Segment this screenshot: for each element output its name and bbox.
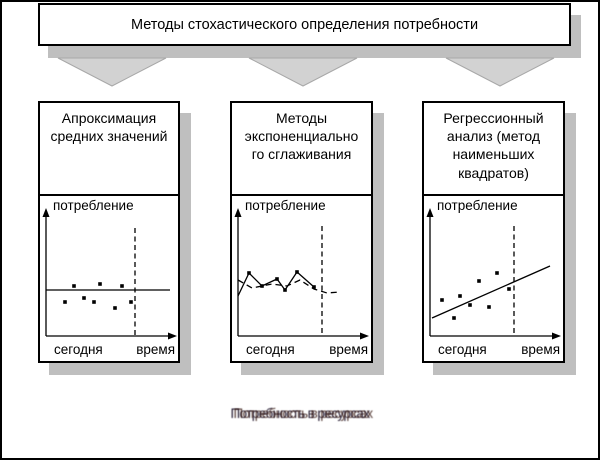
y-axis-arrowhead-icon	[426, 208, 434, 217]
data-point	[98, 282, 102, 286]
method-label: Регрессионный анализ (метод наименьших к…	[424, 103, 563, 196]
data-point	[283, 288, 287, 292]
mean-approximation-chart: потребление сегодня время	[40, 196, 178, 359]
data-point	[458, 294, 462, 298]
caption-text-ghost: Потребность в ресурсах	[233, 406, 374, 421]
method-label: Апроксимация средних значений	[40, 103, 178, 196]
x-axis-label: время	[136, 342, 175, 357]
caption-text: Потребность в ресурсах	[230, 406, 371, 421]
data-point	[468, 303, 472, 307]
x-axis-arrowhead-icon	[360, 332, 369, 340]
zigzag-markers	[247, 270, 316, 292]
y-axis-arrowhead-icon	[42, 208, 50, 217]
data-point	[487, 305, 491, 309]
x-axis-label: время	[521, 342, 560, 357]
method-box-regression-analysis: Регрессионный анализ (метод наименьших к…	[422, 101, 565, 363]
title-box: Методы стохастического определения потре…	[38, 3, 571, 46]
chart-canvas	[426, 208, 561, 340]
y-axis-label: потребление	[437, 198, 518, 213]
scatter-points	[440, 271, 511, 320]
regression-trend-line	[431, 265, 551, 319]
data-point	[295, 270, 299, 274]
exponential-smoothing-chart: потребление сегодня время	[232, 196, 371, 359]
scatter-points	[63, 282, 133, 310]
down-arrow-shape	[57, 57, 167, 87]
data-point	[129, 300, 133, 304]
down-arrow-icon	[248, 57, 358, 87]
method-box-exponential-smoothing: Методы экспоненциально го сглаживания по…	[230, 101, 373, 363]
down-arrow-shape	[248, 57, 358, 87]
data-point	[72, 284, 76, 288]
data-point	[113, 306, 117, 310]
method-label: Методы экспоненциально го сглаживания	[232, 103, 371, 196]
x-axis-arrowhead-icon	[552, 332, 561, 340]
data-point	[507, 287, 511, 291]
data-point	[452, 316, 456, 320]
smoothed-forecast-dashed-line	[237, 279, 341, 294]
data-point	[120, 284, 124, 288]
x-axis-arrowhead-icon	[168, 332, 177, 340]
today-label: сегодня	[54, 342, 103, 357]
data-point	[92, 300, 96, 304]
data-point	[312, 285, 316, 289]
y-axis-label: потребление	[53, 198, 134, 213]
down-arrow-icon	[57, 57, 167, 87]
data-point	[495, 271, 499, 275]
x-axis-label: время	[329, 342, 368, 357]
chart-canvas	[42, 208, 177, 340]
diagram-title: Методы стохастического определения потре…	[130, 16, 479, 33]
data-point	[275, 277, 279, 281]
data-point	[477, 279, 481, 283]
today-label: сегодня	[438, 342, 487, 357]
bottom-caption: Потребность в ресурсах Потребность в рес…	[2, 406, 598, 430]
down-arrow-shape	[445, 57, 555, 87]
down-arrow-icon	[445, 57, 555, 87]
data-point	[247, 271, 251, 275]
regression-analysis-chart: потребление сегодня время	[424, 196, 563, 359]
y-axis-arrowhead-icon	[234, 208, 242, 217]
method-box-mean-approximation: Апроксимация средних значений потреблени…	[38, 101, 180, 363]
data-point	[82, 296, 86, 300]
data-point	[63, 300, 67, 304]
data-point	[440, 298, 444, 302]
data-point	[260, 284, 264, 288]
chart-canvas	[234, 208, 369, 340]
y-axis-label: потребление	[245, 198, 326, 213]
today-label: сегодня	[246, 342, 295, 357]
